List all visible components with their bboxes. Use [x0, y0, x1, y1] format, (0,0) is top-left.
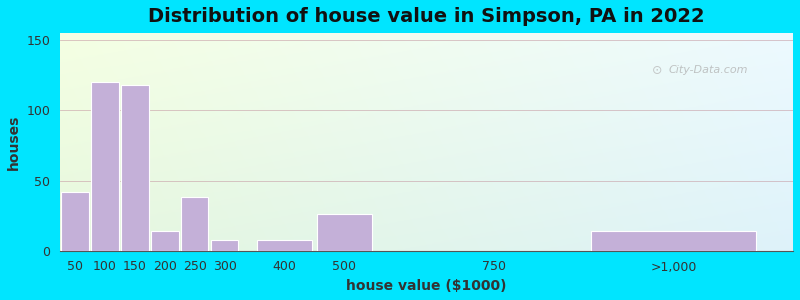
Bar — [62, 192, 89, 251]
Y-axis label: houses: houses — [7, 114, 21, 169]
Text: ⊙: ⊙ — [651, 64, 662, 76]
Text: City-Data.com: City-Data.com — [669, 65, 748, 75]
Bar — [91, 82, 118, 251]
Bar — [211, 239, 238, 251]
Bar — [591, 231, 756, 251]
Title: Distribution of house value in Simpson, PA in 2022: Distribution of house value in Simpson, … — [148, 7, 705, 26]
X-axis label: house value ($1000): house value ($1000) — [346, 279, 507, 293]
Bar — [151, 231, 178, 251]
Bar — [181, 197, 209, 251]
Bar — [317, 214, 372, 251]
Bar — [121, 85, 149, 251]
Bar — [257, 239, 312, 251]
